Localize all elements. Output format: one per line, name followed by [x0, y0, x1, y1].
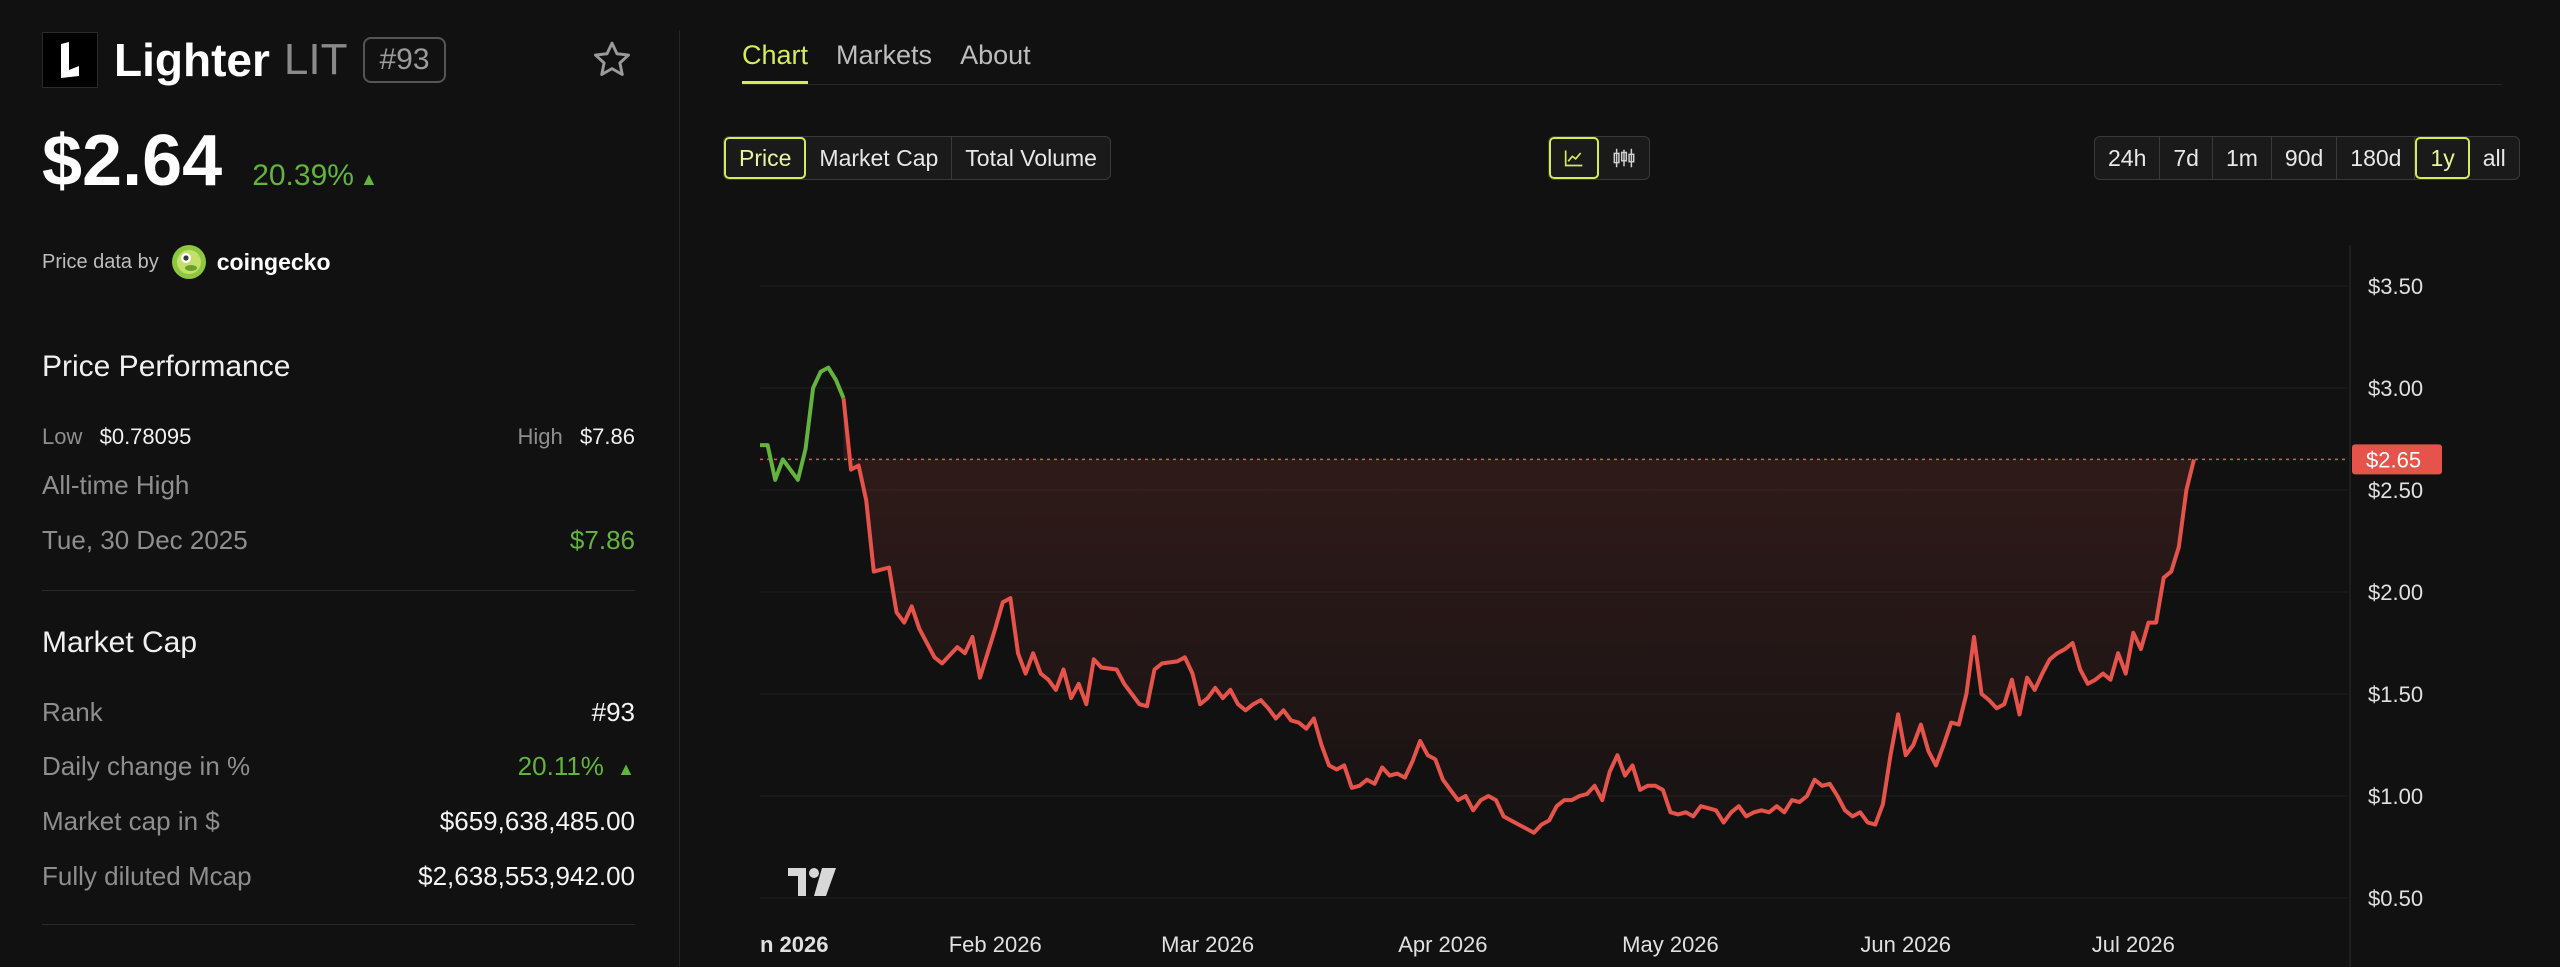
price-source-label: Price data by: [42, 250, 159, 273]
ath-row: Tue, 30 Dec 2025 $7.86: [42, 525, 635, 556]
market-cap-row-fdv: Fully diluted Mcap $2,638,553,942.00: [42, 861, 635, 892]
candlestick-icon[interactable]: [1599, 137, 1649, 179]
daily-change-label: Daily change in %: [42, 751, 251, 781]
favorite-star-icon[interactable]: [590, 38, 634, 82]
range-all-button[interactable]: all: [2482, 144, 2506, 171]
tab-markets[interactable]: Markets: [836, 40, 933, 70]
market-cap-row-value: Market cap in $ $659,638,485.00: [42, 806, 635, 837]
range-24h-button[interactable]: 24h: [2095, 137, 2161, 179]
current-price-badge-bg: [2352, 444, 2442, 475]
ath-value: $7.86: [569, 525, 635, 555]
x-tick-label: May 2026: [1622, 932, 1719, 957]
range-90d-button[interactable]: 90d: [2272, 137, 2338, 179]
fdv-value: $2,638,553,942.00: [418, 861, 635, 891]
daily-change-value: 20.11%: [517, 751, 604, 781]
range-selector: 24h 7d 1m 90d 180d 1y all: [2094, 136, 2520, 180]
low-label: Low: [42, 424, 83, 449]
price-row: $2.64 20.39% ▲: [42, 120, 378, 202]
y-tick-label: $3.00: [2368, 376, 2423, 401]
price-chart-svg[interactable]: $3.50 $3.00 $2.50 $2.00 $1.50 $1.00 $0.50 n 202…: [760, 230, 2560, 967]
price-change-percent: 20.39%: [252, 159, 354, 192]
y-tick-label: $1.50: [2368, 682, 2423, 707]
market-cap-row-rank: Rank #93: [42, 697, 635, 728]
high-value: $7.86: [579, 424, 635, 449]
coin-symbol: LIT: [283, 35, 348, 84]
rank-value: #93: [591, 697, 635, 727]
ath-label: All-time High: [42, 470, 190, 500]
lighter-logo-icon: [42, 32, 98, 88]
arrow-up-icon: ▲: [617, 759, 635, 779]
metric-selector: Price Market Cap Total Volume: [723, 136, 1111, 180]
low-high-row: Low $0.78095 High $7.86: [42, 420, 635, 451]
coingecko-logo-icon[interactable]: [171, 244, 207, 280]
y-tick-label: $2.50: [2368, 478, 2423, 503]
price-source: Price data by coingecko: [42, 244, 331, 280]
y-tick-label: $3.50: [2368, 274, 2423, 299]
x-tick-label: Apr 2026: [1398, 932, 1487, 957]
x-tick-label: n 2026: [760, 932, 829, 957]
arrow-up-icon: ▲: [359, 169, 378, 189]
line-chart-icon[interactable]: [1549, 137, 1599, 179]
main-tabs: Chart Markets About: [742, 40, 1031, 84]
ath-date: Tue, 30 Dec 2025: [42, 525, 248, 555]
coin-sidebar: Lighter LIT #93 $2.64 20.39% ▲ Price dat…: [0, 0, 680, 967]
tabs-divider: [742, 84, 2502, 85]
coin-name: Lighter: [114, 34, 270, 86]
metric-market-cap-button[interactable]: Market Cap: [806, 137, 953, 179]
range-7d-button[interactable]: 7d: [2160, 137, 2213, 179]
ath-label-row: All-time High: [42, 470, 635, 501]
range-180d-button[interactable]: 180d: [2337, 137, 2416, 179]
y-tick-label: $2.00: [2368, 580, 2423, 605]
x-tick-label: Jul 2026: [2092, 932, 2175, 957]
price-performance-title: Price Performance: [42, 350, 291, 383]
x-tick-label: Jun 2026: [1860, 932, 1951, 957]
coin-header: Lighter LIT #93: [42, 30, 446, 90]
price-line-down-series: [841, 397, 2196, 835]
y-tick-label: $0.50: [2368, 886, 2423, 911]
price-area-fill: [843, 398, 2194, 833]
coingecko-link[interactable]: coingecko: [216, 248, 331, 275]
current-price: $2.64: [42, 121, 223, 201]
market-cap-label: Market cap in $: [42, 806, 220, 836]
market-cap-value: $659,638,485.00: [439, 806, 635, 836]
metric-total-volume-button[interactable]: Total Volume: [965, 144, 1097, 171]
chart-type-selector: [1548, 136, 1650, 180]
x-tick-label: Feb 2026: [949, 932, 1042, 957]
y-tick-label: $1.00: [2368, 784, 2423, 809]
price-chart[interactable]: $3.50 $3.00 $2.50 $2.00 $1.50 $1.00 $0.50 n 202…: [760, 230, 2560, 967]
range-1m-button[interactable]: 1m: [2213, 137, 2272, 179]
metric-price-button[interactable]: Price: [724, 137, 807, 179]
range-1y-button[interactable]: 1y: [2415, 137, 2470, 179]
rank-label: Rank: [42, 697, 103, 727]
sidebar-divider: [679, 30, 680, 967]
section-divider: [42, 590, 635, 591]
x-tick-label: Mar 2026: [1161, 932, 1254, 957]
tab-chart[interactable]: Chart: [742, 40, 809, 84]
fdv-label: Fully diluted Mcap: [42, 861, 252, 891]
current-price-badge: $2.65: [2352, 444, 2442, 475]
price-line-up-series: [760, 365, 846, 482]
tradingview-logo-icon[interactable]: [788, 868, 836, 896]
market-cap-title: Market Cap: [42, 626, 198, 659]
high-label: High: [517, 424, 563, 449]
section-divider: [42, 924, 635, 925]
tab-about[interactable]: About: [960, 40, 1031, 70]
current-price-label: $2.65: [2366, 447, 2421, 472]
market-cap-row-daily-change: Daily change in % 20.11% ▲: [42, 751, 635, 782]
rank-badge: #93: [363, 37, 446, 83]
low-value: $0.78095: [99, 424, 192, 449]
